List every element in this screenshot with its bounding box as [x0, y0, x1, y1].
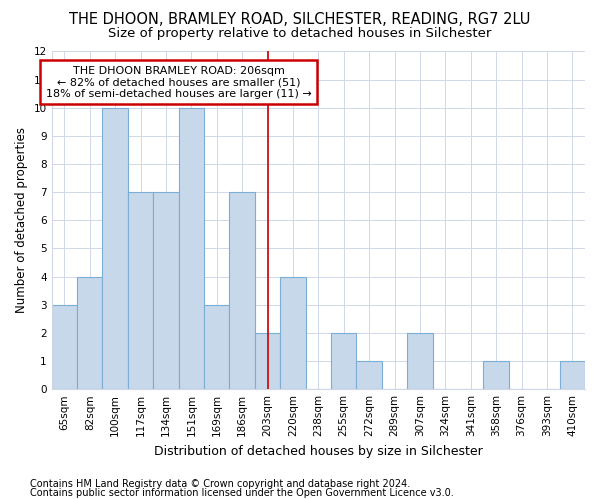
- Bar: [331, 333, 356, 389]
- Bar: [560, 361, 585, 389]
- Bar: [255, 333, 280, 389]
- Y-axis label: Number of detached properties: Number of detached properties: [15, 128, 28, 314]
- Bar: [407, 333, 433, 389]
- Text: Contains HM Land Registry data © Crown copyright and database right 2024.: Contains HM Land Registry data © Crown c…: [30, 479, 410, 489]
- X-axis label: Distribution of detached houses by size in Silchester: Distribution of detached houses by size …: [154, 444, 483, 458]
- Bar: [356, 361, 382, 389]
- Bar: [77, 276, 103, 389]
- Bar: [484, 361, 509, 389]
- Text: Size of property relative to detached houses in Silchester: Size of property relative to detached ho…: [109, 28, 491, 40]
- Bar: [52, 305, 77, 389]
- Bar: [153, 192, 179, 389]
- Text: THE DHOON, BRAMLEY ROAD, SILCHESTER, READING, RG7 2LU: THE DHOON, BRAMLEY ROAD, SILCHESTER, REA…: [70, 12, 530, 28]
- Text: Contains public sector information licensed under the Open Government Licence v3: Contains public sector information licen…: [30, 488, 454, 498]
- Bar: [229, 192, 255, 389]
- Bar: [204, 305, 229, 389]
- Bar: [179, 108, 204, 389]
- Bar: [128, 192, 153, 389]
- Bar: [280, 276, 305, 389]
- Text: THE DHOON BRAMLEY ROAD: 206sqm
← 82% of detached houses are smaller (51)
18% of : THE DHOON BRAMLEY ROAD: 206sqm ← 82% of …: [46, 66, 311, 99]
- Bar: [103, 108, 128, 389]
